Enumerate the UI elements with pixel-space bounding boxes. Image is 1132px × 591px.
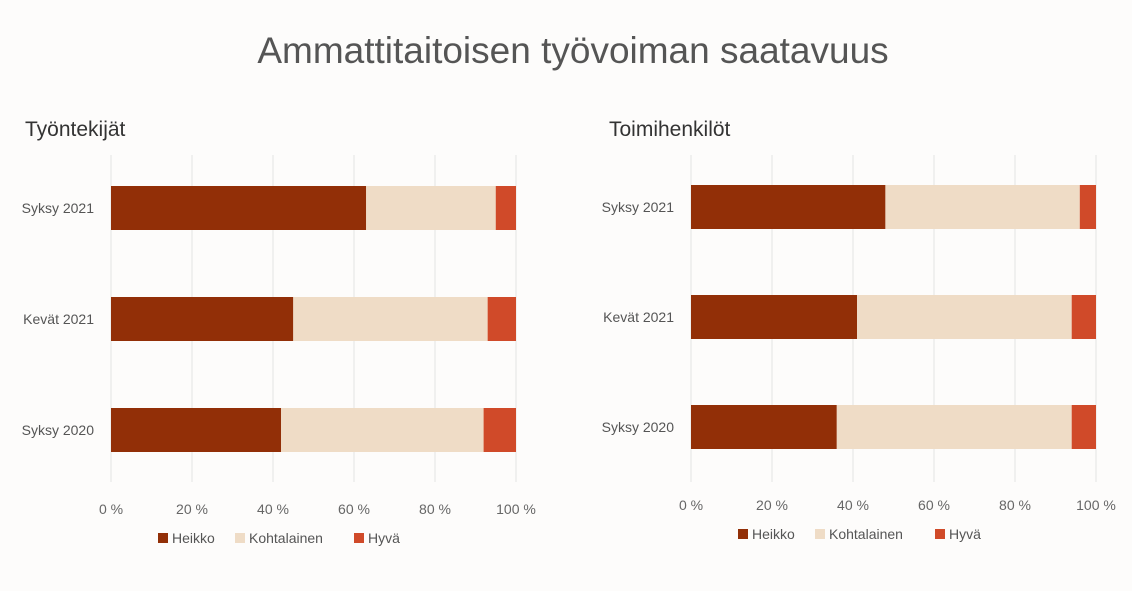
- tyontekijat-legend-swatch-kohtalainen: [235, 533, 245, 543]
- tyontekijat-tick-label-2: 40 %: [257, 501, 289, 517]
- tyontekijat-tick-label-3: 60 %: [338, 501, 370, 517]
- toimihenkilot-bar-kevat-2021-heikko: [691, 295, 858, 339]
- tyontekijat-category-label-syksy-2021: Syksy 2021: [22, 200, 95, 216]
- tyontekijat-bar-kevat-2021-hyva: [487, 297, 516, 341]
- toimihenkilot-category-label-syksy-2020: Syksy 2020: [602, 419, 675, 435]
- toimihenkilot-bar-syksy-2021-heikko: [691, 185, 886, 229]
- toimihenkilot-legend-swatch-hyva: [935, 529, 945, 539]
- tyontekijat-bar-kevat-2021-kohtalainen: [293, 297, 488, 341]
- toimihenkilot-bar-syksy-2020-hyva: [1071, 405, 1096, 449]
- toimihenkilot-bar-syksy-2020-kohtalainen: [836, 405, 1072, 449]
- chart-main-title: Ammattitaitoisen työvoiman saatavuus: [257, 30, 889, 71]
- tyontekijat-bar-syksy-2020-hyva: [483, 408, 516, 452]
- tyontekijat-legend-label-kohtalainen: Kohtalainen: [249, 530, 323, 546]
- toimihenkilot-legend-swatch-heikko: [738, 529, 748, 539]
- tyontekijat-legend-label-heikko: Heikko: [172, 530, 215, 546]
- toimihenkilot-bar-syksy-2021-kohtalainen: [885, 185, 1080, 229]
- tyontekijat-bar-syksy-2021-kohtalainen: [366, 186, 496, 230]
- toimihenkilot-tick-label-5: 100 %: [1076, 497, 1116, 513]
- toimihenkilot-legend-label-hyva: Hyvä: [949, 526, 981, 542]
- toimihenkilot-tick-label-3: 60 %: [918, 497, 950, 513]
- toimihenkilot-legend-label-kohtalainen: Kohtalainen: [829, 526, 903, 542]
- toimihenkilot-legend-label-heikko: Heikko: [752, 526, 795, 542]
- tyontekijat-title: Työntekijät: [25, 118, 126, 141]
- tyontekijat-legend-swatch-heikko: [158, 533, 168, 543]
- tyontekijat-bar-kevat-2021-heikko: [111, 297, 294, 341]
- tyontekijat-bar-syksy-2020-heikko: [111, 408, 282, 452]
- toimihenkilot-title: Toimihenkilöt: [609, 118, 731, 141]
- tyontekijat-category-label-kevat-2021: Kevät 2021: [23, 311, 94, 327]
- toimihenkilot-bar-kevat-2021-kohtalainen: [857, 295, 1072, 339]
- tyontekijat-category-label-syksy-2020: Syksy 2020: [22, 422, 95, 438]
- toimihenkilot-bar-kevat-2021-hyva: [1071, 295, 1096, 339]
- toimihenkilot-tick-label-0: 0 %: [679, 497, 703, 513]
- tyontekijat-tick-label-5: 100 %: [496, 501, 536, 517]
- tyontekijat-bar-syksy-2020-kohtalainen: [281, 408, 484, 452]
- toimihenkilot-category-label-syksy-2021: Syksy 2021: [602, 199, 675, 215]
- toimihenkilot-bar-syksy-2021-hyva: [1079, 185, 1096, 229]
- toimihenkilot-category-label-kevat-2021: Kevät 2021: [603, 309, 674, 325]
- toimihenkilot-tick-label-4: 80 %: [999, 497, 1031, 513]
- toimihenkilot-tick-label-2: 40 %: [837, 497, 869, 513]
- tyontekijat-bar-syksy-2021-heikko: [111, 186, 367, 230]
- tyontekijat-tick-label-1: 20 %: [176, 501, 208, 517]
- toimihenkilot-tick-label-1: 20 %: [756, 497, 788, 513]
- toimihenkilot-legend-swatch-kohtalainen: [815, 529, 825, 539]
- tyontekijat-tick-label-4: 80 %: [419, 501, 451, 517]
- tyontekijat-legend-swatch-hyva: [354, 533, 364, 543]
- tyontekijat-tick-label-0: 0 %: [99, 501, 123, 517]
- tyontekijat-legend-label-hyva: Hyvä: [368, 530, 400, 546]
- tyontekijat-bar-syksy-2021-hyva: [495, 186, 516, 230]
- toimihenkilot-bar-syksy-2020-heikko: [691, 405, 837, 449]
